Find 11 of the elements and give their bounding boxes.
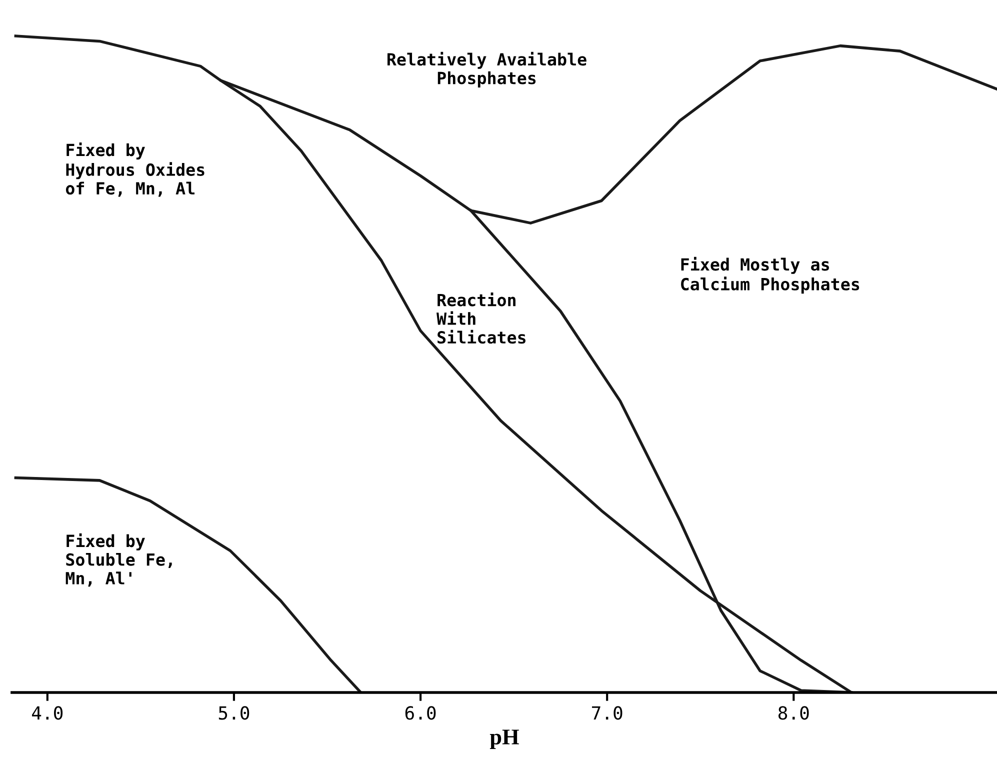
annotation: Fixed Mostly as Calcium Phosphates bbox=[681, 256, 860, 294]
x-tick-label: 6.0 bbox=[405, 706, 436, 720]
x-tick-label: 7.0 bbox=[592, 706, 622, 720]
annotation: Fixed by Soluble Fe, Mn, Al' bbox=[66, 533, 172, 587]
annotation: Reaction With Silicates bbox=[436, 292, 526, 344]
annotation: Fixed by Hydrous Oxides of Fe, Mn, Al bbox=[66, 142, 204, 197]
x-tick-label: 8.0 bbox=[778, 706, 809, 720]
x-tick-label: 5.0 bbox=[218, 706, 250, 720]
annotation: Relatively Available Phosphates bbox=[387, 52, 586, 88]
x-tick-label: 4.0 bbox=[32, 706, 63, 720]
x-axis-title: pH bbox=[490, 730, 519, 749]
